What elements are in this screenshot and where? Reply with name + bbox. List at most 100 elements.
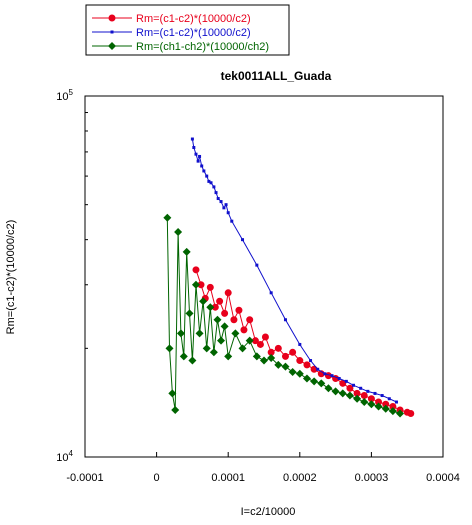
data-point [206, 283, 214, 291]
data-point [190, 137, 194, 141]
data-point [295, 369, 304, 378]
data-point [302, 374, 311, 383]
data-point [303, 361, 311, 369]
series-layer [163, 137, 415, 418]
legend: Rm=(c1-c2)*(10000/c2) Rm=(c1-c2)*(10000/c… [85, 4, 290, 56]
data-point [324, 384, 333, 393]
x-tick-label: 0.0004 [426, 472, 460, 484]
data-point [359, 386, 363, 390]
data-point [192, 266, 200, 274]
chart-title: tek0011ALL_Guada [221, 69, 332, 83]
x-tick-label: 0.0001 [211, 472, 245, 484]
legend-entries: Rm=(c1-c2)*(10000/c2) Rm=(c1-c2)*(10000/c… [92, 13, 269, 53]
data-point [219, 200, 223, 204]
data-point [310, 377, 319, 386]
x-axis: -0.0001 0 0.0001 0.0002 0.0003 0.0004 [66, 452, 460, 484]
data-point [353, 394, 362, 403]
y-tick-label: 104 [56, 449, 73, 464]
legend-marker [110, 30, 114, 34]
data-point [381, 404, 390, 413]
legend-box [85, 4, 290, 56]
data-point [245, 336, 254, 345]
x-tick-label: 0 [154, 472, 160, 484]
data-point [360, 392, 368, 400]
data-point [316, 367, 320, 371]
data-point [281, 352, 289, 360]
y-tick-label: 105 [56, 88, 73, 103]
data-point [387, 397, 391, 401]
data-point [352, 383, 355, 387]
data-point [163, 213, 172, 222]
y-axis-title: Rm=(c1-c2)*(10000/c2) [5, 220, 17, 335]
series-line [191, 138, 397, 403]
data-point [209, 181, 213, 185]
data-point [323, 372, 327, 376]
data-point [199, 297, 208, 306]
data-point [260, 356, 268, 365]
data-point [267, 354, 276, 363]
data-point [255, 263, 259, 267]
data-point [222, 206, 226, 210]
data-point [388, 407, 397, 416]
data-point [200, 164, 204, 168]
plot-area [84, 95, 444, 458]
data-point [240, 326, 248, 334]
data-point [317, 379, 326, 388]
data-point [283, 318, 287, 322]
series-2 [190, 137, 398, 404]
x-tick-label: 0.0003 [355, 472, 389, 484]
data-point [360, 398, 369, 407]
data-point [191, 280, 200, 289]
data-point [179, 352, 188, 361]
data-point [209, 348, 218, 357]
data-point [207, 179, 211, 183]
data-point [224, 352, 233, 361]
data-point [252, 352, 261, 361]
data-point [220, 322, 229, 331]
data-point [373, 391, 377, 395]
data-point [213, 315, 222, 324]
data-point [174, 228, 183, 237]
data-point [171, 405, 180, 414]
data-point [231, 329, 240, 338]
data-point [230, 219, 234, 223]
x-axis-title: I=c2/10000 [241, 506, 296, 518]
data-point [224, 289, 232, 297]
data-point [224, 203, 228, 207]
data-point [188, 356, 197, 365]
data-point [338, 389, 347, 398]
data-point [289, 348, 297, 356]
data-point [238, 344, 247, 353]
x-tick-label: 0.0002 [283, 472, 317, 484]
data-point [165, 344, 174, 353]
data-point [345, 391, 354, 400]
data-point [230, 316, 238, 324]
data-point [407, 409, 415, 417]
legend-label: Rm=(c1-c2)*(10000/c2) [136, 13, 251, 25]
data-point [182, 247, 191, 256]
legend-marker [108, 42, 116, 50]
data-point [206, 303, 215, 312]
data-point [366, 389, 370, 393]
data-point [274, 360, 283, 369]
data-point [394, 400, 398, 404]
data-point [216, 297, 224, 305]
data-point [241, 238, 245, 242]
data-point [288, 367, 297, 376]
data-point [168, 389, 177, 398]
data-point [214, 191, 218, 195]
data-point [331, 387, 340, 396]
data-point [202, 344, 211, 353]
data-point [246, 316, 254, 324]
data-point [192, 146, 196, 150]
data-point [256, 340, 264, 348]
data-point [274, 344, 282, 352]
data-point [269, 291, 273, 295]
data-point [216, 197, 220, 201]
data-point [176, 329, 185, 338]
data-point [202, 169, 206, 173]
data-point [205, 174, 209, 178]
data-point [374, 402, 383, 411]
data-point [380, 394, 384, 398]
